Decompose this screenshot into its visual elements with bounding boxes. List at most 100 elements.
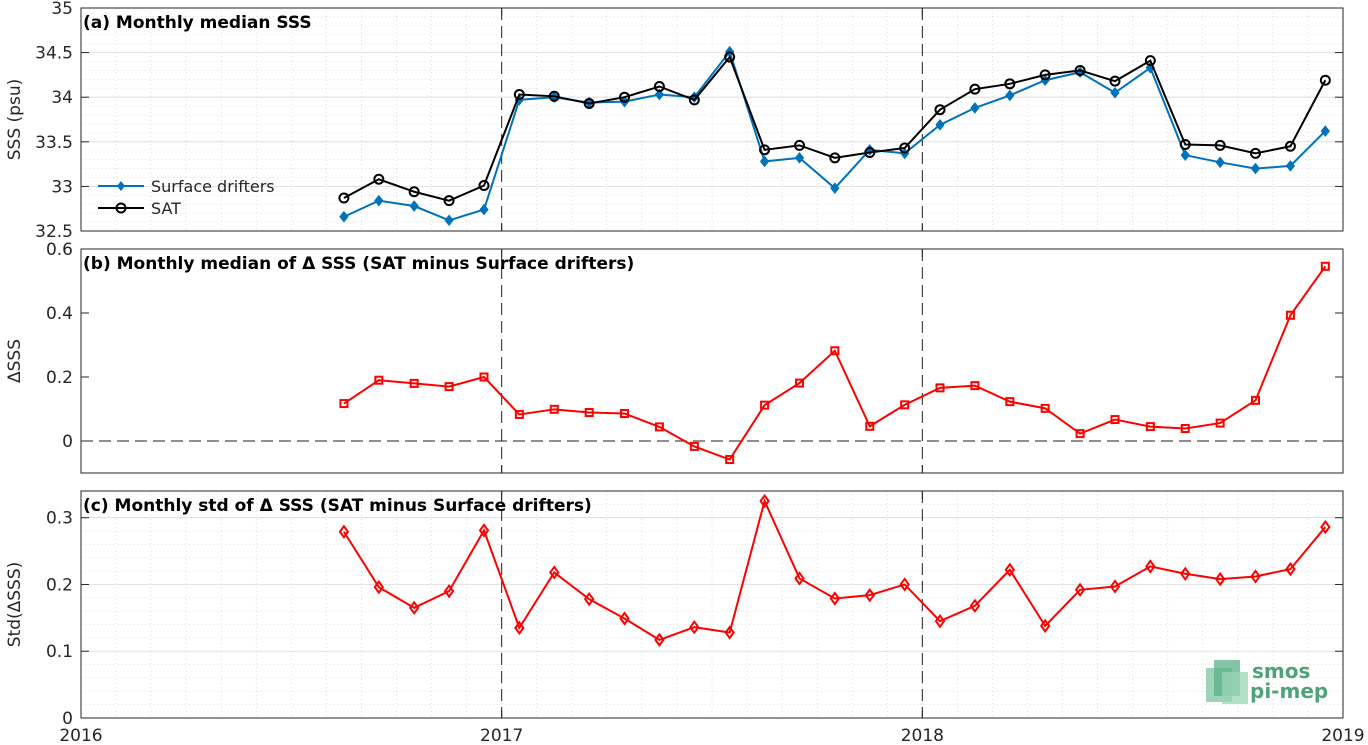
smos-pimep-logo: smos pi-mep (1206, 659, 1328, 704)
data-point (583, 97, 595, 109)
data-point (1215, 156, 1225, 169)
data-point (408, 186, 420, 198)
logo-graphic (1206, 660, 1248, 704)
panel-title: (c) Monthly std of Δ SSS (SAT minus Surf… (83, 496, 592, 516)
axes-box (80, 248, 1344, 474)
data-point (1144, 55, 1156, 67)
y-tick-label: 0.1 (46, 642, 73, 662)
data-point (479, 203, 489, 216)
data-point (654, 88, 665, 101)
data-point (619, 611, 630, 626)
data-point (338, 524, 350, 539)
data-point (620, 408, 630, 418)
data-point (864, 147, 876, 159)
plot-area (81, 491, 1343, 718)
data-point (934, 613, 946, 629)
data-point (653, 80, 665, 92)
data-point (1180, 424, 1190, 434)
logo-text-line2: pi-mep (1250, 679, 1328, 703)
data-point (900, 400, 910, 410)
data-point (549, 565, 560, 580)
data-point (865, 421, 875, 431)
data-point (794, 378, 804, 388)
data-point (339, 210, 349, 223)
series-line-sat (343, 55, 1327, 202)
legend-entry: SAT (151, 199, 181, 218)
x-tick-label: 2019 (1321, 726, 1364, 745)
data-point (935, 383, 945, 393)
data-point (830, 346, 840, 356)
data-point (373, 173, 385, 185)
data-point (1320, 261, 1330, 271)
data-point (513, 89, 525, 101)
data-point (689, 619, 700, 635)
panel-c: 0 0.1 0.2 0.3 Std(ΔSSS) (c) Monthly std of Δ … (5, 490, 1344, 729)
data-point (1005, 89, 1015, 102)
data-point (934, 104, 946, 116)
data-point (1251, 395, 1261, 405)
data-point (654, 632, 665, 648)
data-point (969, 598, 981, 614)
axes-box (80, 490, 1344, 719)
data-point (1109, 75, 1121, 87)
y-tick-label: 35 (51, 0, 73, 19)
data-point (1250, 147, 1262, 159)
y-tick-label: 0.6 (46, 240, 73, 260)
y-tick-label: 34.5 (35, 44, 73, 64)
series-line-delta-sss (343, 498, 1327, 641)
data-point (899, 142, 911, 154)
data-point (1285, 310, 1295, 320)
data-point (794, 571, 805, 586)
data-point (969, 83, 981, 95)
data-point (970, 381, 980, 391)
data-point (899, 577, 910, 592)
data-point (793, 139, 805, 151)
data-point (373, 579, 385, 595)
y-axis-label: ΔSSS (5, 339, 25, 383)
panel-title: (a) Monthly median SSS (83, 13, 312, 33)
legend-marker (117, 181, 125, 191)
data-point (759, 155, 770, 168)
data-point (1040, 403, 1050, 413)
logo-text-line1: smos (1252, 659, 1310, 683)
y-tick-label: 32.5 (35, 222, 73, 242)
data-point (443, 583, 455, 599)
data-point (339, 399, 349, 409)
data-point (619, 91, 631, 103)
data-point (338, 192, 350, 204)
data-point (724, 625, 735, 640)
data-point (409, 200, 419, 212)
data-point (1004, 78, 1016, 90)
data-point (1109, 579, 1121, 594)
data-point (970, 102, 980, 114)
data-point (1039, 618, 1051, 634)
data-point (1075, 429, 1085, 439)
data-point (1039, 69, 1051, 81)
data-point (478, 523, 490, 538)
x-tick-label: 2017 (480, 726, 523, 745)
data-point (1214, 139, 1226, 151)
data-point (409, 378, 419, 388)
y-axis-label: Std(ΔSSS) (5, 562, 25, 648)
x-tick-label: 2018 (901, 726, 944, 745)
plot-area (81, 249, 1343, 473)
data-point (688, 94, 700, 106)
data-point (724, 51, 736, 63)
data-point (1285, 160, 1296, 172)
y-axis-label: SSS (psu) (5, 79, 25, 160)
axes-box (80, 7, 1344, 232)
data-point (374, 194, 384, 207)
data-point (830, 182, 840, 194)
data-point (1074, 64, 1086, 76)
legend-entry: Surface drifters (151, 177, 275, 196)
data-point (1110, 86, 1120, 99)
y-tick-label: 0 (62, 432, 73, 452)
y-tick-label: 33 (51, 177, 73, 197)
data-point (935, 119, 945, 131)
data-point (725, 455, 735, 465)
y-tick-label: 0.2 (46, 575, 73, 595)
data-point (1250, 569, 1261, 584)
data-point (829, 591, 841, 606)
data-point (1180, 149, 1190, 161)
